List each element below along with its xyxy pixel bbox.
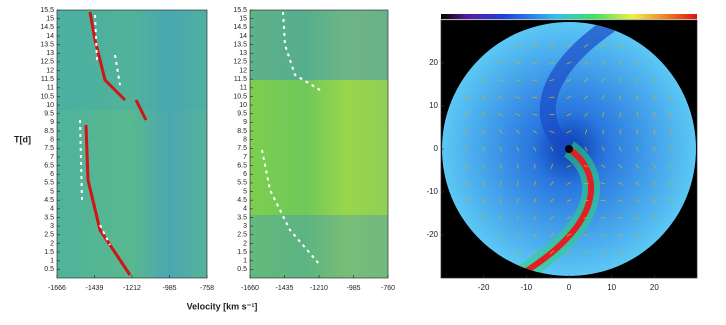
x-tick-label: -1210 — [310, 285, 328, 292]
x-tick-label: -758 — [200, 285, 214, 292]
y-tick-label: 1.5 — [237, 249, 247, 256]
x-tick-label: -1435 — [276, 285, 294, 292]
y-tick-label: 13 — [239, 50, 247, 57]
y-tick-label: 13 — [46, 50, 54, 57]
y-tick-label: 7.5 — [44, 145, 54, 152]
y-tick-label: 6.5 — [237, 162, 247, 169]
y-tick-label: 8.5 — [237, 128, 247, 135]
y-tick-label: 1 — [50, 258, 54, 265]
y-tick-label: 14.5 — [233, 24, 247, 31]
y-tick-label: 7.5 — [237, 145, 247, 152]
y-tick-label: 15 — [239, 15, 247, 22]
y-tick-label: 5.5 — [237, 180, 247, 187]
center-star — [565, 145, 573, 153]
y-tick-label: 6 — [50, 171, 54, 178]
y-tick-label: 1 — [243, 258, 247, 265]
x-tick-label: -20 — [478, 283, 490, 292]
y-tick-label: 14 — [239, 33, 247, 40]
y-tick-label: 12.5 — [40, 59, 54, 66]
y-tick-label: 8 — [50, 137, 54, 144]
x-tick-label: -985 — [346, 285, 360, 292]
y-tick-label: 3 — [50, 223, 54, 230]
y-tick-label: 10.5 — [40, 93, 54, 100]
y-tick-label: 10 — [46, 102, 54, 109]
y-tick-label: 5 — [50, 188, 54, 195]
y-tick-label: 11.5 — [41, 76, 54, 83]
y-tick-label: -10 — [426, 187, 438, 196]
y-tick-label: 9.5 — [237, 111, 247, 118]
y-tick-label: 13.5 — [40, 41, 54, 48]
y-tick-label: 9 — [243, 119, 247, 126]
x-axis-label: Velocity [km s⁻¹] — [187, 301, 258, 311]
y-tick-label: 2.5 — [237, 232, 247, 239]
y-tick-label: 9.5 — [44, 111, 54, 118]
panel-1 — [57, 10, 207, 278]
x-tick-label: -10 — [521, 283, 533, 292]
y-tick-label: 7 — [243, 154, 247, 161]
y-tick-label: 3.5 — [44, 214, 54, 221]
y-tick-label: 8 — [243, 137, 247, 144]
y-tick-label: 12 — [46, 67, 54, 74]
y-tick-label: 5.5 — [44, 180, 54, 187]
y-tick-label: 2 — [50, 240, 54, 247]
x-tick-label: -1212 — [123, 285, 141, 292]
y-tick-label: 15.5 — [233, 7, 247, 14]
y-tick-label: 6 — [243, 171, 247, 178]
y-tick-label: 10.5 — [233, 93, 247, 100]
y-tick-label: 14.5 — [40, 24, 54, 31]
y-tick-label: 7 — [50, 154, 54, 161]
heatmap-shade — [250, 215, 388, 278]
y-tick-label: 4.5 — [44, 197, 54, 204]
y-tick-label: 14 — [46, 33, 54, 40]
y-tick-label: 0 — [434, 144, 439, 153]
x-tick-label: -1439 — [86, 285, 104, 292]
y-tick-label: 9 — [50, 119, 54, 126]
x-tick-label: 0 — [567, 283, 572, 292]
x-tick-label: -985 — [162, 285, 176, 292]
y-tick-label: 10 — [429, 101, 438, 110]
y-tick-label: 8.5 — [44, 128, 54, 135]
y-tick-label: 15 — [46, 15, 54, 22]
y-tick-label: 3 — [243, 223, 247, 230]
y-tick-label: 11.5 — [234, 76, 247, 83]
y-tick-label: 6.5 — [44, 162, 54, 169]
y-tick-label: 20 — [429, 58, 438, 67]
x-tick-label: -1660 — [241, 285, 259, 292]
y-tick-label: 0.5 — [44, 266, 54, 273]
y-tick-label: 0.5 — [237, 266, 247, 273]
y-tick-label: 4.5 — [237, 197, 247, 204]
x-tick-label: -760 — [381, 285, 395, 292]
panel-3 — [441, 14, 697, 278]
colorbar — [441, 14, 697, 19]
y-tick-label: 12 — [239, 67, 247, 74]
y-tick-label: 3.5 — [237, 214, 247, 221]
y-axis-label: T[d] — [14, 134, 31, 144]
x-tick-label: 10 — [607, 283, 616, 292]
x-tick-label: 20 — [650, 283, 659, 292]
y-tick-label: 4 — [243, 206, 247, 213]
heatmap-shade — [57, 10, 207, 110]
y-tick-label: 10 — [239, 102, 247, 109]
x-tick-label: -1666 — [48, 285, 66, 292]
y-tick-label: 5 — [243, 188, 247, 195]
y-tick-label: 11 — [240, 85, 247, 92]
panel-2 — [250, 10, 388, 278]
heatmap-shade — [250, 10, 388, 80]
y-tick-label: 2.5 — [44, 232, 54, 239]
y-tick-label: -20 — [426, 230, 438, 239]
y-tick-label: 12.5 — [233, 59, 247, 66]
y-tick-label: 1.5 — [44, 249, 54, 256]
y-tick-label: 4 — [50, 206, 54, 213]
y-tick-label: 15.5 — [40, 7, 54, 14]
y-tick-label: 11 — [47, 85, 54, 92]
y-tick-label: 2 — [243, 240, 247, 247]
y-tick-label: 13.5 — [233, 41, 247, 48]
